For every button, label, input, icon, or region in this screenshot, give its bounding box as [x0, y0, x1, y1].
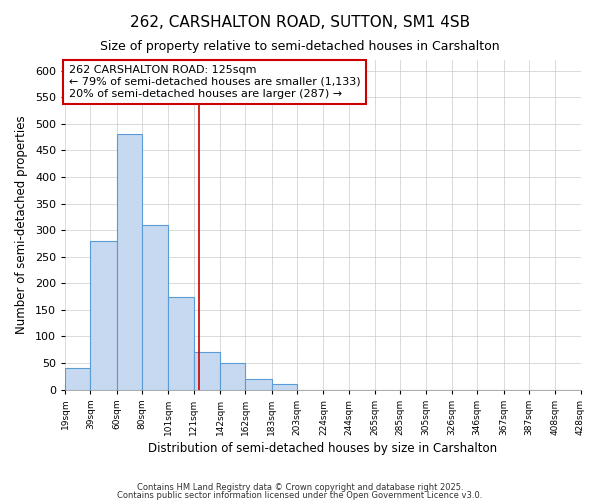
Text: Size of property relative to semi-detached houses in Carshalton: Size of property relative to semi-detach…	[100, 40, 500, 53]
Y-axis label: Number of semi-detached properties: Number of semi-detached properties	[15, 116, 28, 334]
Bar	[220, 363, 245, 390]
Bar	[194, 352, 220, 390]
Text: Contains HM Land Registry data © Crown copyright and database right 2025.: Contains HM Land Registry data © Crown c…	[137, 483, 463, 492]
Bar	[272, 384, 297, 390]
Bar	[65, 368, 91, 390]
X-axis label: Distribution of semi-detached houses by size in Carshalton: Distribution of semi-detached houses by …	[148, 442, 497, 455]
Bar	[169, 296, 194, 390]
Bar	[245, 379, 272, 390]
Text: 262 CARSHALTON ROAD: 125sqm
← 79% of semi-detached houses are smaller (1,133)
20: 262 CARSHALTON ROAD: 125sqm ← 79% of sem…	[69, 66, 361, 98]
Text: 262, CARSHALTON ROAD, SUTTON, SM1 4SB: 262, CARSHALTON ROAD, SUTTON, SM1 4SB	[130, 15, 470, 30]
Bar	[142, 225, 169, 390]
Bar	[117, 134, 142, 390]
Bar	[91, 241, 117, 390]
Text: Contains public sector information licensed under the Open Government Licence v3: Contains public sector information licen…	[118, 490, 482, 500]
